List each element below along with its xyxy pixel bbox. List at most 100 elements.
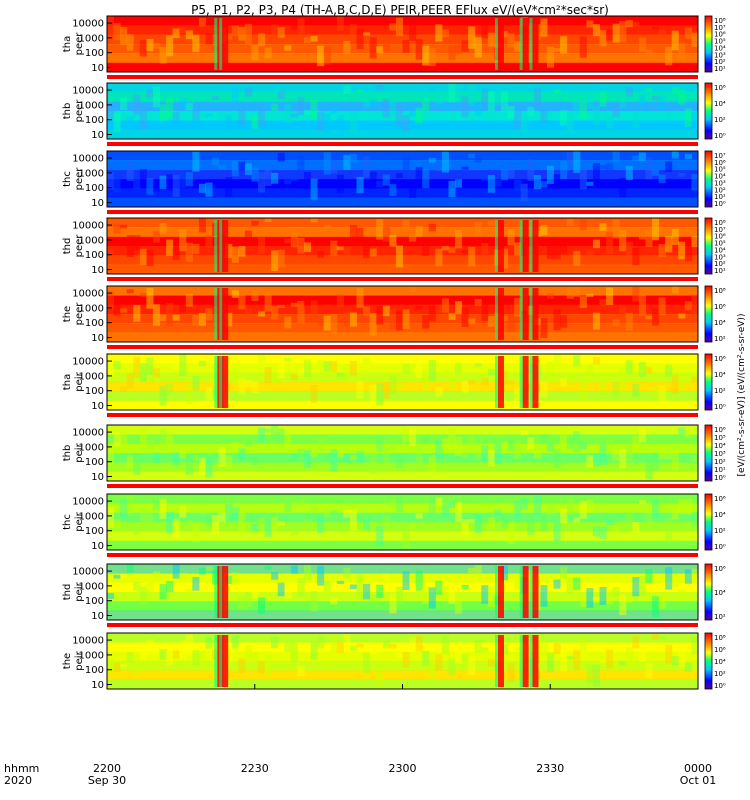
texture-cell	[546, 361, 555, 383]
y-tick-label: 10	[91, 401, 104, 412]
texture-cell	[317, 319, 325, 326]
texture-cell	[317, 438, 325, 451]
status-bar	[107, 623, 698, 627]
texture-cell	[349, 360, 358, 376]
texture-cell	[113, 360, 121, 370]
colorbar-tick-label: 10⁶	[714, 426, 726, 434]
texture-cell	[592, 312, 600, 330]
texture-cell	[481, 377, 489, 386]
texture-cell	[612, 151, 620, 163]
texture-cell	[382, 34, 390, 52]
texture-cell	[225, 455, 233, 469]
texture-cell	[212, 157, 220, 166]
texture-cell	[172, 452, 180, 466]
texture-cell	[356, 514, 364, 521]
texture-cell	[363, 652, 371, 674]
texture-cell	[369, 594, 377, 603]
texture-cell	[441, 151, 449, 173]
texture-cell	[336, 174, 344, 194]
texture-cell	[349, 112, 358, 134]
texture-cell	[632, 383, 640, 397]
burst-edge	[214, 356, 218, 408]
texture-cell	[579, 296, 587, 308]
colorbar-tick-label: 10⁶	[714, 355, 726, 363]
y-axis-label: peer	[74, 302, 85, 326]
texture-cell	[448, 45, 456, 60]
x-tick-label: 2230	[241, 762, 269, 775]
texture-cell	[330, 160, 338, 174]
burst-edge	[495, 566, 498, 618]
texture-cell	[481, 585, 489, 604]
texture-cell	[487, 220, 495, 226]
texture-cell	[107, 446, 115, 466]
texture-cell	[658, 503, 666, 511]
texture-cell	[277, 521, 285, 526]
texture-cell	[507, 579, 515, 591]
texture-cell	[625, 647, 633, 669]
texture-cell	[461, 307, 469, 328]
texture-cell	[264, 521, 272, 537]
texture-cell	[455, 502, 463, 522]
texture-cell	[566, 498, 574, 515]
texture-cell	[487, 91, 495, 112]
texture-cell	[323, 580, 331, 592]
texture-cell	[606, 518, 614, 525]
texture-cell	[205, 308, 213, 321]
texture-cell	[566, 371, 574, 385]
texture-cell	[684, 108, 692, 127]
texture-cell	[606, 163, 614, 173]
texture-cell	[284, 357, 292, 362]
texture-cell	[310, 453, 318, 458]
texture-cell	[113, 170, 121, 193]
texture-cell	[290, 233, 298, 248]
texture-cell	[258, 171, 266, 193]
y-tick-label: 1000	[79, 33, 104, 44]
burst-edge	[219, 288, 223, 340]
texture-cell	[665, 567, 673, 590]
texture-cell	[592, 356, 600, 365]
texture-cell	[546, 652, 555, 673]
texture-cell	[159, 223, 167, 234]
energy-band	[107, 512, 698, 523]
texture-cell	[297, 577, 305, 598]
texture-cell	[277, 428, 285, 443]
texture-cell	[461, 96, 469, 118]
y-tick-label: 10000	[72, 86, 104, 97]
texture-cell	[428, 359, 436, 382]
y-tick-label: 100	[85, 183, 104, 194]
texture-cell	[264, 103, 272, 109]
texture-cell	[258, 661, 266, 674]
texture-cell	[553, 89, 561, 94]
texture-cell	[146, 357, 154, 375]
texture-cell	[606, 29, 614, 41]
texture-cell	[461, 40, 469, 52]
texture-cell	[560, 314, 568, 328]
x-tick-sublabel: Oct 01	[680, 774, 717, 787]
texture-cell	[665, 235, 673, 253]
texture-cell	[448, 83, 456, 103]
colorbar-tick-label: 10⁶	[714, 646, 726, 654]
texture-cell	[612, 525, 620, 532]
texture-cell	[592, 163, 600, 180]
y-axis-label: the	[62, 653, 73, 669]
texture-cell	[323, 510, 331, 518]
panel-frame	[106, 150, 699, 208]
texture-cell	[422, 45, 430, 66]
texture-cell	[671, 286, 679, 294]
texture-cell	[481, 445, 489, 461]
texture-cell	[120, 224, 128, 229]
texture-cell	[573, 517, 581, 523]
texture-cell	[402, 652, 410, 668]
texture-cell	[310, 300, 318, 319]
texture-cell	[520, 183, 528, 202]
texture-cell	[632, 577, 640, 597]
texture-cell	[625, 445, 633, 462]
texture-cell	[501, 565, 509, 581]
texture-cell	[415, 226, 423, 237]
burst-mark	[532, 18, 539, 70]
texture-cell	[645, 88, 653, 93]
texture-cell	[415, 570, 423, 591]
panel-frame	[106, 424, 699, 482]
texture-cell	[468, 518, 476, 523]
